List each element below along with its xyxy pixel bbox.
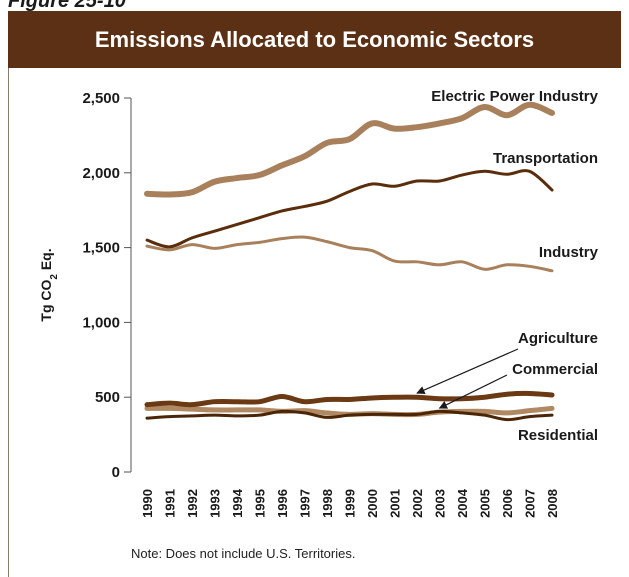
y-axis-label-subscript: 2	[49, 274, 60, 280]
annotation-arrow-commercial	[438, 374, 508, 409]
x-tick-label: 2005	[478, 489, 493, 518]
x-tick-label: 2001	[388, 489, 403, 518]
chart-title: Emissions Allocated to Economic Sectors	[8, 11, 621, 68]
x-tick-label: 2008	[545, 489, 560, 518]
series-line-residential	[145, 409, 554, 422]
x-tick-label: 2006	[500, 489, 515, 518]
x-tick-label: 1995	[253, 489, 268, 518]
series-label-electric-power-industry: Electric Power Industry	[431, 88, 598, 105]
y-tick-label: 0	[112, 464, 120, 481]
series-label-industry: Industry	[539, 244, 599, 261]
x-tick-label: 2007	[523, 489, 538, 518]
y-axis-label: Tg CO2 Eq.	[38, 248, 60, 321]
y-tick-label: 1,000	[82, 314, 120, 331]
x-tick-label: 1991	[163, 489, 178, 518]
series-label-agriculture: Agriculture	[518, 330, 598, 347]
series-line-industry	[145, 235, 554, 273]
x-tick-label: 2002	[410, 489, 425, 518]
annotation-arrow-agriculture	[416, 348, 519, 395]
x-tick-label: 1997	[298, 489, 313, 518]
x-tick-label: 1992	[185, 489, 200, 518]
series-label-transportation: Transportation	[493, 150, 598, 167]
figure-frame	[8, 11, 621, 577]
series-label-residential: Residential	[518, 427, 598, 444]
x-tick-label: 1998	[320, 489, 335, 518]
series-line-transportation	[145, 169, 554, 249]
y-tick-label: 1,500	[82, 240, 120, 257]
y-tick-label: 500	[95, 389, 120, 406]
series-line-agriculture	[144, 390, 555, 408]
x-tick-label: 1996	[275, 489, 290, 518]
x-tick-label: 2000	[365, 489, 380, 518]
figure-label: Figure 25-10	[8, 0, 126, 12]
y-axis-label-main: Tg CO	[38, 280, 54, 322]
x-tick-label: 2004	[455, 488, 470, 518]
x-tick-label: 1993	[208, 489, 223, 518]
x-tick-label: 1994	[230, 488, 245, 518]
y-axis-label-end: Eq.	[38, 248, 54, 274]
series-label-commercial: Commercial	[512, 361, 598, 378]
series-line-electric-power-industry	[144, 101, 555, 198]
x-tick-label: 1999	[343, 489, 358, 518]
x-tick-label: 1990	[140, 489, 155, 518]
y-tick-label: 2,000	[82, 165, 120, 182]
x-tick-label: 2003	[433, 489, 448, 518]
y-tick-label: 2,500	[82, 90, 120, 107]
footnote: Note: Does not include U.S. Territories.	[131, 546, 356, 561]
